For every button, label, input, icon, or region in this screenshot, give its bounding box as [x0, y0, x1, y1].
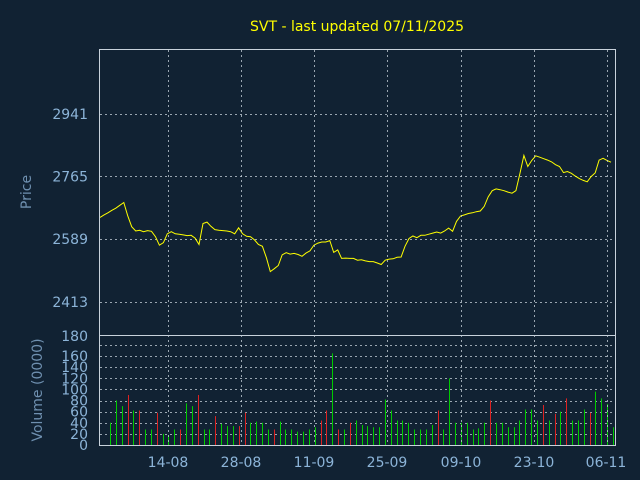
- date-tick-label: 06-11: [586, 455, 627, 471]
- volume-plot-frame: [99, 335, 616, 446]
- volume-tick-label: 20: [70, 427, 88, 443]
- volume-tick-label: 100: [61, 382, 88, 398]
- volume-axis-label: Volume (0000): [30, 338, 46, 441]
- price-tick-label: 2765: [52, 169, 88, 185]
- price-gridlines: [100, 114, 615, 303]
- volume-tick-label: 120: [61, 371, 88, 387]
- volume-tick-label: 80: [70, 394, 88, 410]
- date-tick-label: 25-09: [367, 455, 408, 471]
- price-tick-label: 2941: [52, 107, 88, 123]
- volume-tick-label: 60: [70, 405, 88, 421]
- price-y-ticks: 2413 2589 2765 2941: [52, 107, 88, 311]
- price-tick-label: 2589: [52, 232, 88, 248]
- volume-tick-label: 0: [79, 438, 88, 454]
- date-x-ticks: 14-08 28-08 11-09 25-09 09-10 23-10 06-11: [148, 50, 627, 471]
- volume-gridlines: [100, 345, 615, 435]
- price-axis-label: Price: [19, 175, 35, 209]
- price-plot-frame: [99, 49, 616, 336]
- date-tick-label: 23-10: [514, 455, 555, 471]
- date-tick-label: 28-08: [221, 455, 262, 471]
- price-line: [99, 153, 612, 273]
- volume-tick-label: 160: [61, 349, 88, 365]
- price-tick-label: 2413: [52, 295, 88, 311]
- date-tick-label: 11-09: [294, 455, 335, 471]
- volume-tick-label: 180: [61, 329, 88, 345]
- chart-title: SVT - last updated 07/11/2025: [250, 19, 464, 35]
- date-tick-label: 09-10: [441, 455, 482, 471]
- volume-tick-label: 140: [61, 360, 88, 376]
- price-panel: 2413 2589 2765 2941 Price: [19, 49, 616, 336]
- volume-tick-label: 40: [70, 416, 88, 432]
- date-tick-label: 14-08: [148, 455, 189, 471]
- volume-bars: [110, 353, 614, 445]
